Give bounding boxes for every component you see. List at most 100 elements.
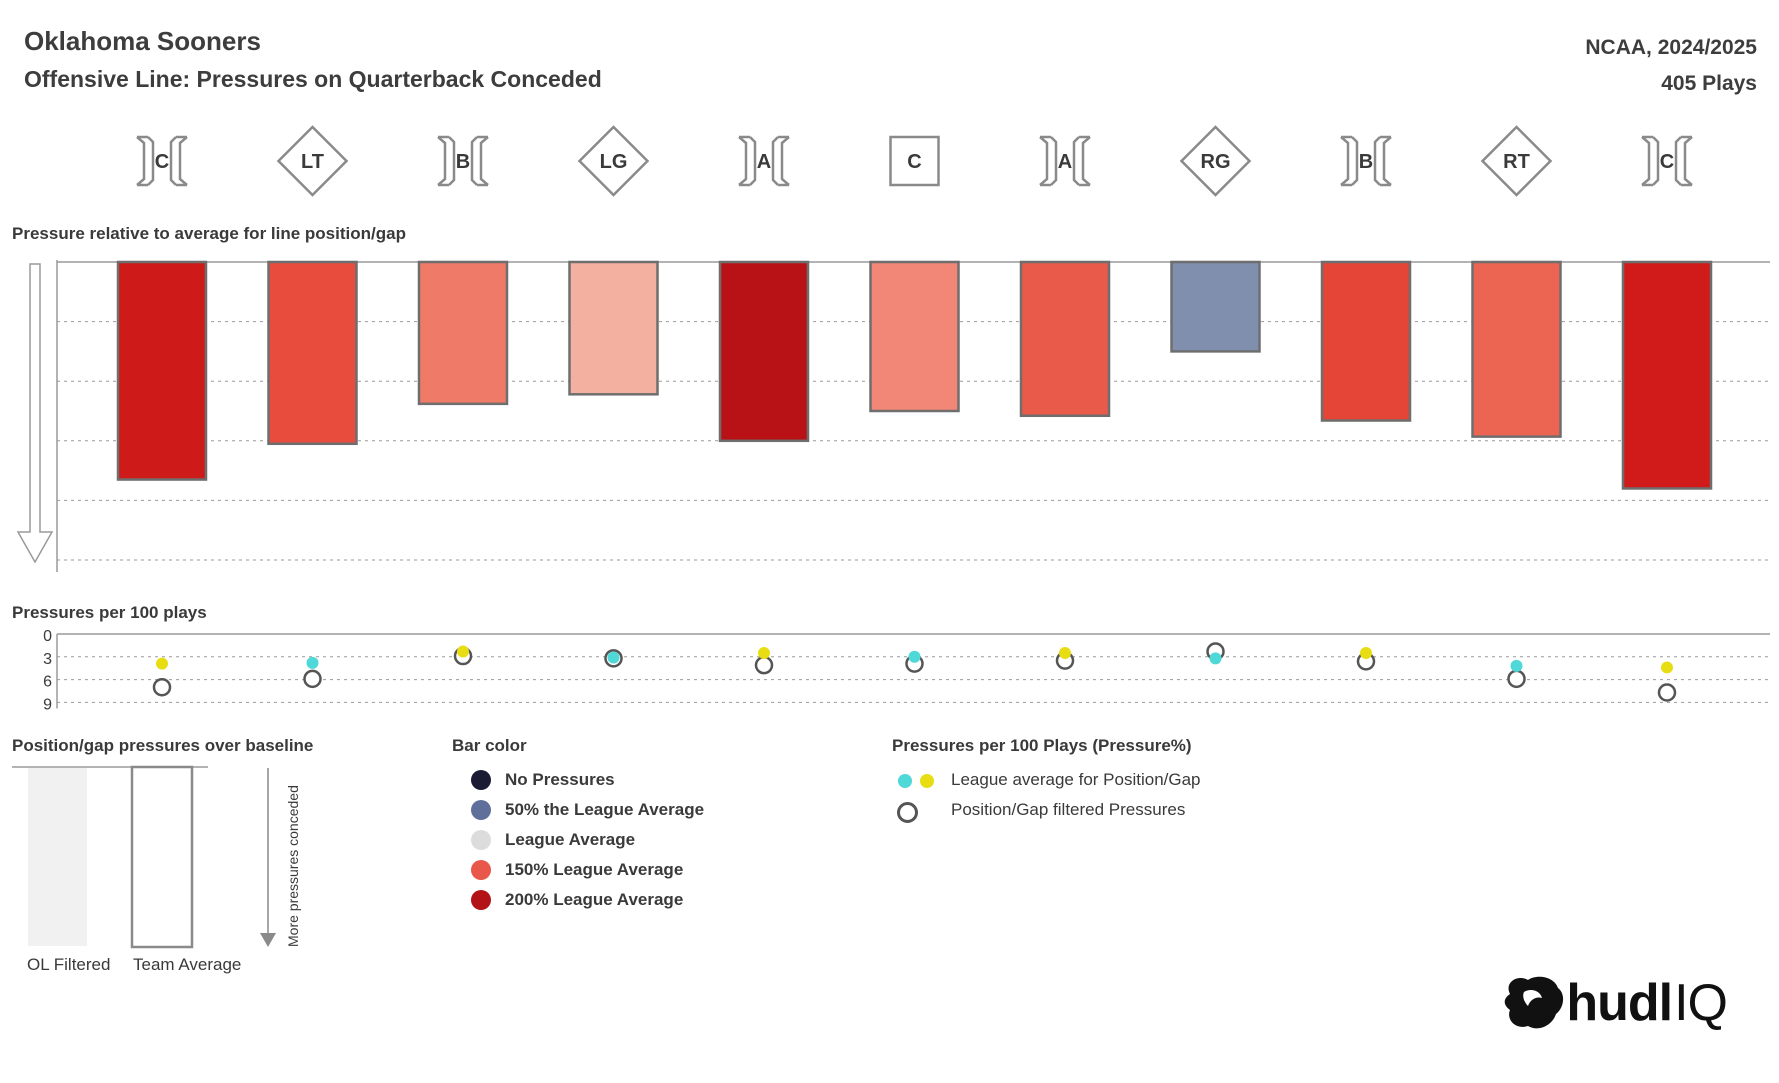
bar-0	[116, 260, 208, 481]
league-avg-dots	[898, 774, 934, 788]
pressure-arrow-head-icon	[260, 933, 276, 947]
legend-150-percent: 150% League Average	[471, 860, 683, 880]
ol-filtered-label: OL Filtered	[27, 955, 110, 974]
league-avg-label: League average for Position/Gap	[951, 770, 1201, 789]
filtered-pressure-point	[1657, 683, 1677, 702]
position-label: C	[1660, 151, 1674, 173]
down-arrow-icon	[16, 263, 54, 564]
legend-swatch-average	[471, 830, 491, 850]
legend-label: 200% League Average	[505, 890, 684, 909]
bar-4	[718, 260, 810, 443]
pressure-arrow-label: More pressures conceded	[285, 785, 301, 947]
position-c-icon: C	[1641, 135, 1693, 187]
position-icons: C LT B LG A C A RG B RT C	[136, 125, 1693, 197]
position-label: B	[456, 151, 470, 173]
legend-league-average: League Average	[471, 830, 635, 850]
position-label: A	[1058, 151, 1072, 173]
position-label: A	[757, 151, 771, 173]
logo-text: hudl	[1566, 974, 1673, 1032]
dots-section-label: Pressures per 100 plays	[12, 603, 207, 622]
position-lt-icon: LT	[276, 125, 349, 197]
bar-2	[417, 260, 509, 406]
league-average-point	[908, 650, 921, 663]
dot-tick-label: 3	[43, 651, 52, 668]
league-average-point	[156, 657, 168, 670]
dot-tick-label: 6	[43, 674, 52, 691]
league-season: NCAA, 2024/2025	[1585, 36, 1757, 59]
legend-swatch-no-pressures	[471, 770, 491, 790]
position-b-icon: B	[437, 135, 489, 187]
teal-dot-icon	[898, 774, 912, 788]
dot-tick-label: 9	[43, 696, 52, 713]
position-label: C	[155, 151, 169, 173]
league-average-point	[1209, 652, 1222, 665]
filtered-pressure-point	[754, 655, 774, 675]
filtered-pressure-point	[152, 677, 172, 697]
legend-swatch-200	[471, 890, 491, 910]
bar-color-section-label: Bar color	[452, 736, 527, 755]
ring-icon	[897, 802, 918, 823]
hudl-logo: hudl IQ	[1502, 973, 1728, 1033]
position-label: RG	[1201, 151, 1231, 173]
league-average-point	[607, 651, 620, 664]
bar-5	[869, 260, 960, 413]
league-average-point	[758, 647, 770, 659]
league-average-point	[306, 656, 319, 669]
position-a-icon: A	[1039, 135, 1091, 187]
hudl-mascot-icon	[1505, 976, 1564, 1029]
league-average-point	[1059, 647, 1071, 659]
league-average-point	[1661, 661, 1673, 674]
position-lg-icon: LG	[577, 125, 650, 197]
position-rt-icon: RT	[1480, 125, 1553, 197]
ol-filtered-swatch	[28, 768, 87, 946]
bar-8	[1320, 260, 1412, 422]
position-b-icon: B	[1340, 135, 1392, 187]
team-average-swatch	[130, 765, 194, 949]
filtered-ring	[897, 802, 918, 828]
position-rg-icon: RG	[1179, 125, 1252, 197]
position-label: C	[907, 151, 921, 173]
logo-suffix: IQ	[1674, 974, 1728, 1032]
legend-200-percent: 200% League Average	[471, 890, 683, 910]
league-average-point	[1360, 647, 1372, 659]
position-label: RT	[1503, 151, 1530, 173]
legend-label: 150% League Average	[505, 860, 684, 879]
legend-swatch-150	[471, 860, 491, 880]
baseline-section-label: Position/gap pressures over baseline	[12, 736, 314, 755]
yellow-dot-icon	[920, 774, 934, 788]
filtered-label: Position/Gap filtered Pressures	[951, 800, 1186, 819]
bar-1	[267, 260, 358, 446]
bar-9	[1471, 260, 1562, 438]
team-average-label: Team Average	[133, 955, 241, 974]
pressure-legend-section-label: Pressures per 100 Plays (Pressure%)	[892, 736, 1192, 755]
plays-count: 405 Plays	[1661, 72, 1757, 95]
team-title: Oklahoma Sooners	[24, 26, 261, 56]
dot-gridlines: 0 3 6 9	[43, 628, 1770, 713]
dot-tick-label: 0	[43, 628, 52, 645]
position-a-icon: A	[738, 135, 790, 187]
position-c-icon: C	[889, 135, 940, 187]
position-label: B	[1359, 151, 1373, 173]
filtered-pressure-point	[1507, 669, 1526, 689]
legend-swatch-fifty	[471, 800, 491, 820]
bars-section-label: Pressure relative to average for line po…	[12, 224, 406, 243]
bar-series	[116, 260, 1713, 490]
legend-label: 50% the League Average	[505, 800, 705, 819]
legend-no-pressures: No Pressures	[471, 770, 615, 790]
bar-7	[1170, 260, 1261, 353]
position-label: LG	[600, 151, 628, 173]
league-average-point	[1510, 659, 1523, 672]
dot-series	[152, 642, 1677, 702]
filtered-pressure-point	[303, 669, 322, 689]
position-label: LT	[301, 151, 324, 173]
bar-6	[1019, 260, 1111, 418]
league-average-point	[457, 645, 469, 658]
legend-fifty-percent: 50% the League Average	[471, 800, 704, 820]
legend-label: League Average	[505, 830, 636, 849]
chart-subtitle: Offensive Line: Pressures on Quarterback…	[24, 66, 602, 92]
legend-label: No Pressures	[505, 770, 615, 789]
position-c-icon: C	[136, 135, 188, 187]
bar-3	[568, 260, 659, 396]
